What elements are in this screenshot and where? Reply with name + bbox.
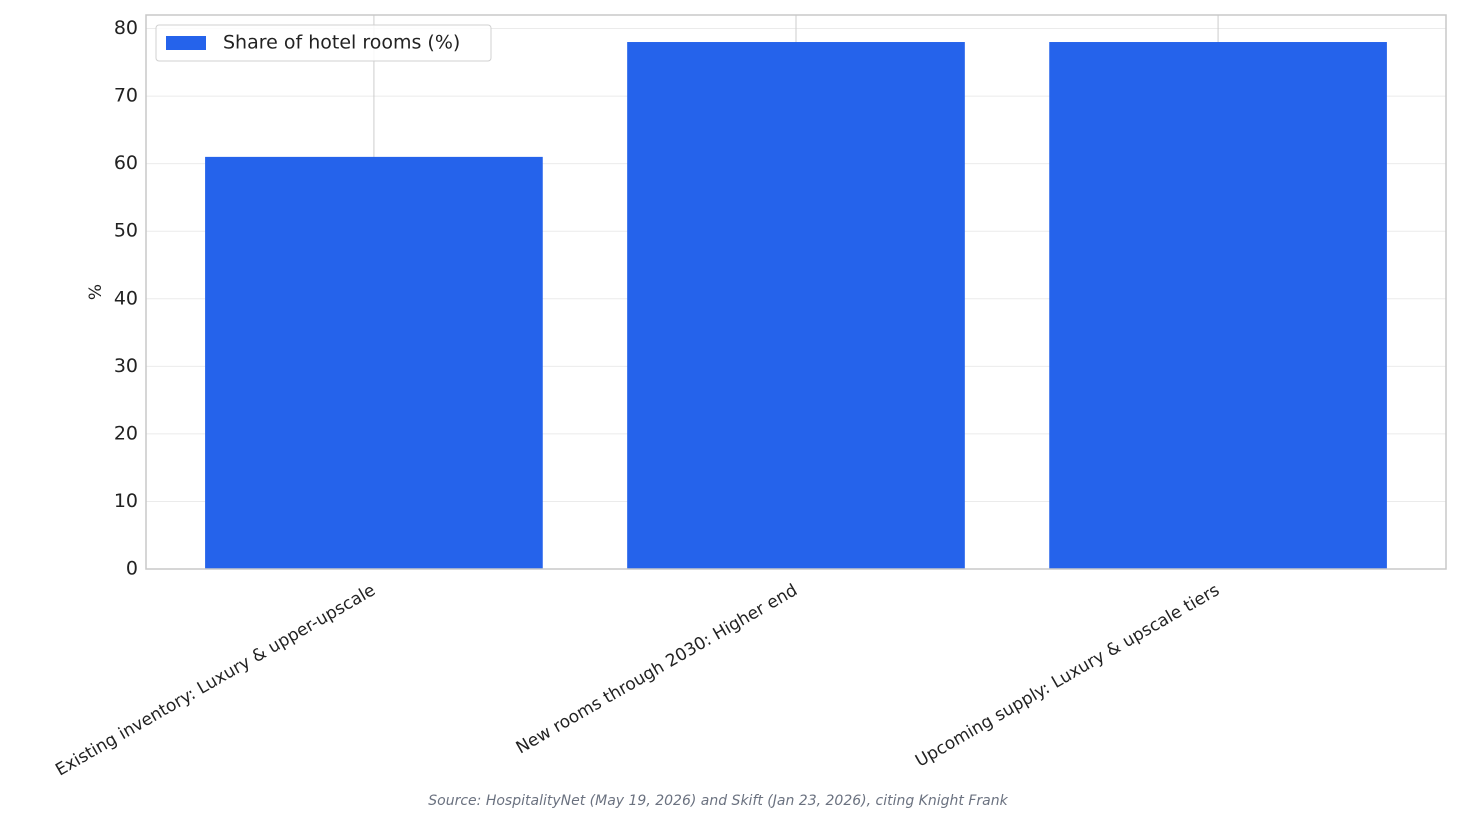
plot-frame: [145, 14, 1447, 570]
x-tick-label: Upcoming supply: Luxury & upscale tiers: [912, 580, 1223, 771]
y-tick-label: 30: [114, 355, 138, 377]
y-tick-label: 50: [114, 220, 138, 242]
y-axis-label: %: [86, 284, 106, 300]
y-tick-label: 80: [114, 17, 138, 39]
legend-box: [155, 24, 492, 62]
y-tick-label: 40: [114, 287, 138, 309]
source-note: Source: HospitalityNet (May 19, 2026) an…: [428, 793, 1008, 809]
bar: [627, 42, 965, 569]
x-tick-label: Existing inventory: Luxury & upper-upsca…: [52, 580, 379, 780]
y-tick-label: 10: [114, 490, 138, 512]
y-tick-label: 20: [114, 422, 138, 444]
bar: [205, 156, 543, 569]
x-tick-label: New rooms through 2030: Higher end: [513, 580, 801, 758]
y-tick-label: 0: [126, 558, 138, 580]
y-tick-label: 60: [114, 152, 138, 174]
bar: [1049, 42, 1387, 569]
legend-label: Share of hotel rooms (%): [223, 32, 460, 54]
legend-swatch: [166, 36, 206, 50]
y-tick-label: 70: [114, 85, 138, 107]
